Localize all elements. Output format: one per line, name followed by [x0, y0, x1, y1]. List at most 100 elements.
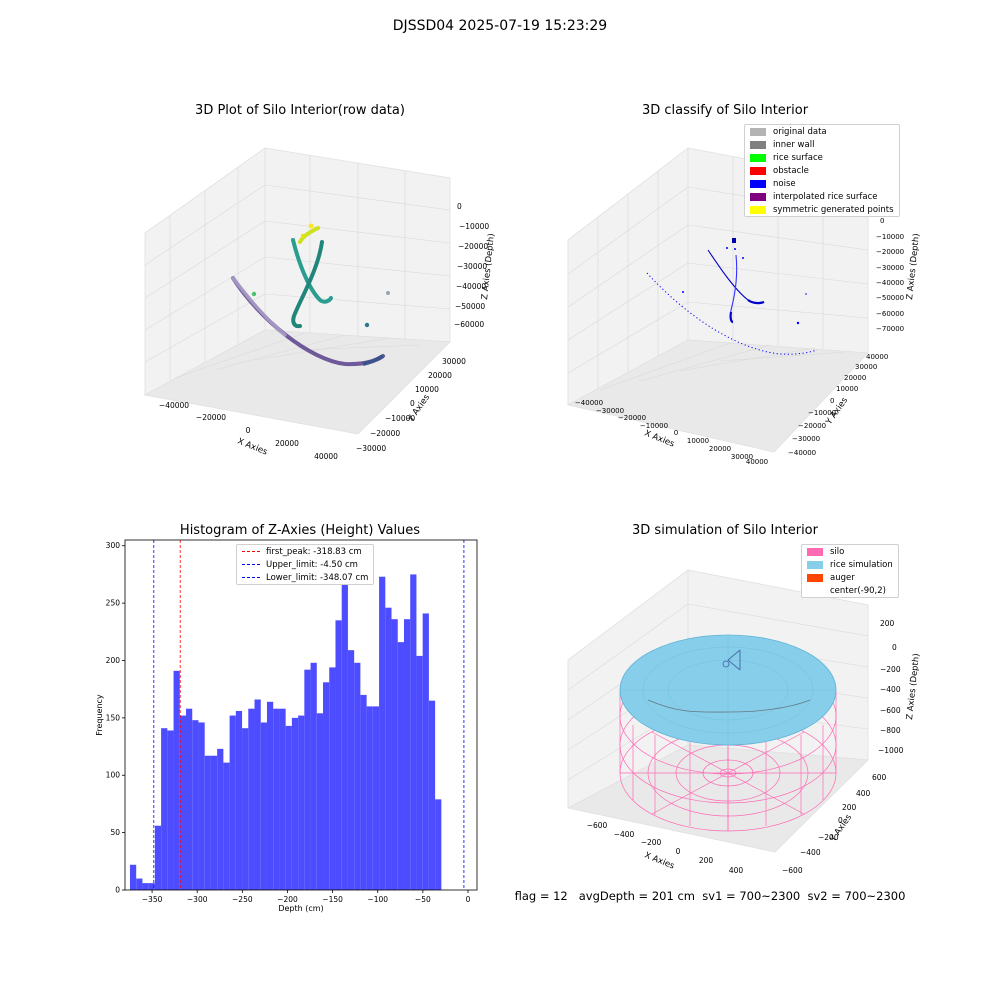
histogram-bar [260, 722, 267, 890]
tick-label: −30000 [792, 435, 820, 443]
legend-label: rice simulation [830, 559, 893, 570]
histogram-bar [435, 799, 442, 890]
legend-item-first-peak: first_peak: -318.83 cm [237, 545, 373, 558]
tick-label: 400 [729, 866, 744, 875]
legend-line [242, 564, 260, 565]
histogram-legend: first_peak: -318.83 cm Upper_limit: -4.5… [236, 544, 375, 585]
legend-label: obstacle [773, 165, 809, 176]
histogram-bar [379, 576, 386, 890]
tick-label: −40000 [788, 449, 816, 457]
legend-item-rice-surface: rice surface [745, 151, 899, 164]
tick-label: 0 [457, 202, 462, 211]
tick-label: 40000 [314, 452, 338, 461]
tick-label: −60000 [876, 310, 904, 318]
rice-surface-contour [647, 699, 811, 713]
tick-label: 0 [880, 217, 884, 225]
histogram-bar [242, 728, 249, 890]
tick-label: −40000 [159, 401, 189, 410]
tick-label: −40000 [456, 282, 486, 291]
histogram-bar [310, 662, 317, 890]
tick-label: −400 [614, 830, 635, 839]
status-line: flag = 12 avgDepth = 201 cm sv1 = 700~23… [514, 889, 906, 903]
legend-swatch [750, 153, 766, 162]
legend-item-lower-limit: Lower_limit: -348.07 cm [237, 571, 373, 584]
histogram-bar [335, 620, 342, 890]
histogram-bar [217, 748, 224, 890]
legend-item-inner-wall: inner wall [745, 138, 899, 151]
tick-label: 30000 [731, 453, 753, 461]
tick-label: −40000 [575, 399, 603, 407]
panel2-grid [567, 157, 869, 391]
legend-item-center: center(-90,2) [802, 584, 898, 597]
tick-label: 10000 [687, 437, 709, 445]
panel1-grid [144, 155, 451, 381]
histogram-bar [323, 682, 330, 890]
histogram-frame [124, 539, 478, 891]
histogram-bar [167, 730, 174, 890]
tick-label: −30000 [356, 444, 386, 453]
tick-label: −10000 [640, 422, 668, 430]
legend-item-noise: noise [745, 177, 899, 190]
tick-label: −20000 [876, 248, 904, 256]
tick-label: −30000 [457, 262, 487, 271]
tick-label: 0 [838, 816, 843, 825]
histogram-bar [385, 607, 392, 890]
y-tick-label: 250 [106, 599, 121, 608]
histogram-bars [129, 557, 442, 890]
histogram-bar [254, 699, 261, 890]
legend-label: interpolated rice surface [773, 191, 878, 202]
tick-label: −400 [800, 848, 821, 857]
histogram-bar [223, 762, 230, 890]
x-tick-label: −50 [415, 895, 431, 904]
tick-label: 0 [410, 399, 415, 408]
tick-label: −400 [880, 685, 901, 694]
panel4-zlabel: Z Axies (Depth) [905, 653, 922, 720]
histogram-bar [229, 715, 236, 890]
histogram-bar [298, 715, 305, 890]
tick-label: 20000 [844, 374, 866, 382]
x-tick-label: −300 [187, 895, 208, 904]
tick-label: 0 [674, 429, 678, 437]
histogram-bar [360, 694, 367, 890]
tick-label: −200 [818, 833, 839, 842]
tick-label: 20000 [709, 445, 731, 453]
legend-item-symmetric-generated-points: symmetric generated points [745, 203, 899, 216]
panel1-title: 3D Plot of Silo Interior(row data) [195, 103, 405, 118]
tick-label: 0 [830, 397, 834, 405]
tick-label: 30000 [442, 357, 466, 366]
tick-label: 200 [699, 856, 714, 865]
y-tick-label: 200 [106, 656, 121, 665]
x-tick-label: 0 [466, 895, 471, 904]
panel4-title: 3D simulation of Silo Interior [632, 523, 818, 538]
histogram-title: Histogram of Z-Axies (Height) Values [179, 523, 421, 538]
legend-swatch [807, 573, 823, 582]
legend-item-original-data: original data [745, 125, 899, 138]
y-tick-label: 50 [110, 828, 120, 837]
legend-swatch [750, 205, 766, 214]
tick-label: 0 [246, 426, 251, 435]
legend-item-obstacle: obstacle [745, 164, 899, 177]
tick-label: 30000 [855, 363, 877, 371]
legend-label: noise [773, 178, 796, 189]
figure-title: DJSSD04 2025-07-19 15:23:29 [392, 18, 608, 34]
tick-label: 20000 [275, 439, 299, 448]
tick-label: 400 [856, 789, 871, 798]
panel2-y-ticks: −40000 −30000 −20000 −10000 0 10000 2000… [788, 353, 888, 457]
histogram-bar [397, 642, 404, 890]
tick-label: −10000 [459, 222, 489, 231]
histogram-bar [142, 883, 149, 890]
histogram-bar [304, 669, 311, 890]
histogram-bar [273, 708, 280, 890]
histogram-bar [279, 708, 286, 890]
legend-swatch [750, 127, 766, 136]
tick-label: 0 [892, 643, 897, 652]
histogram-bar [422, 613, 429, 890]
tick-label: −600 [782, 866, 803, 875]
legend-item-rice-simulation: rice simulation [802, 558, 898, 571]
histogram-bar [161, 728, 168, 890]
y-tick-label: 100 [106, 771, 121, 780]
tick-label: −200 [880, 665, 901, 674]
legend-swatch [750, 166, 766, 175]
histogram-bar [186, 708, 193, 890]
